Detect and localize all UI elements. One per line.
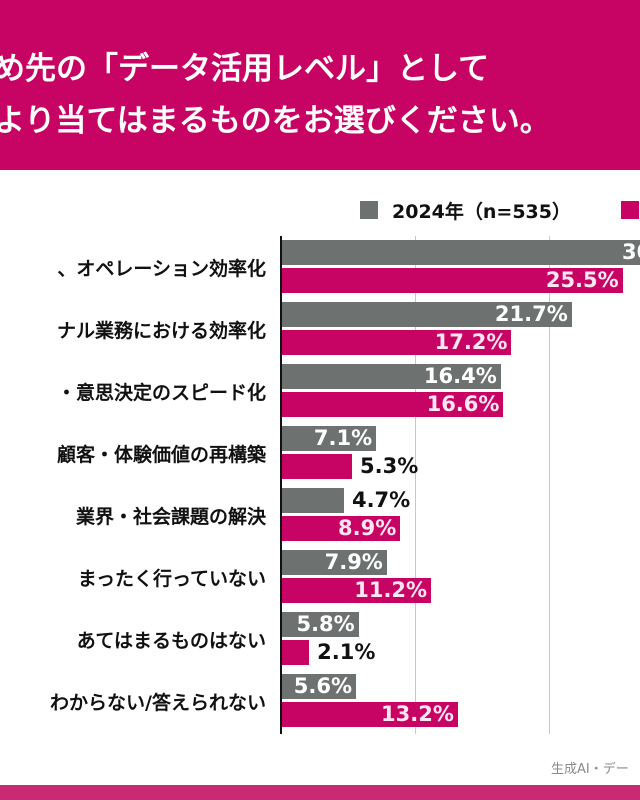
footer-band (0, 785, 640, 800)
data-label: 25.5% (545, 268, 619, 292)
data-label: 30 (622, 240, 640, 264)
data-label: 5.8% (296, 612, 355, 636)
data-label: 5.3% (360, 454, 419, 478)
y-axis-line (280, 236, 282, 734)
bar-s2024 (281, 674, 357, 699)
category-label: まったく行っていない (77, 568, 266, 590)
data-label: 7.9% (324, 550, 383, 574)
data-label: 5.6% (293, 674, 353, 698)
bar-s2025 (281, 578, 432, 603)
chart-legend: 2024年（n=535） (0, 196, 640, 226)
data-label: 4.7% (351, 488, 411, 512)
bar-s2025 (281, 392, 504, 417)
bar-s2024 (281, 550, 387, 575)
bar-s2025 (281, 268, 623, 293)
source-note: 生成AI・デー (551, 762, 629, 777)
category-label: あてはまるものはない (76, 630, 266, 652)
category-label: ・意思決定のスピード化 (56, 382, 266, 404)
gridline-10 (415, 236, 416, 734)
bar-s2024 (281, 612, 359, 637)
gridline-20 (549, 236, 550, 734)
bar-s2025 (281, 640, 310, 665)
data-label: 16.4% (423, 364, 497, 388)
bar-s2025 (281, 702, 458, 727)
question-title-line-1: め先の「データ活用レベル」として (0, 51, 490, 87)
category-label: ナル業務における効率化 (56, 320, 266, 342)
category-label: わからない/答えられない (50, 692, 266, 714)
question-title-line-2: より当てはまるものをお選びください。 (0, 103, 551, 139)
bar-s2024 (281, 364, 501, 389)
legend-swatch-2024 (360, 201, 378, 219)
legend-swatch-other (621, 201, 639, 219)
data-label: 2.1% (317, 640, 376, 664)
bar-s2025 (281, 330, 512, 355)
data-label: 8.9% (338, 516, 397, 540)
bar-s2025 (281, 516, 401, 541)
bar-s2024 (281, 302, 572, 327)
bar-s2024 (281, 240, 640, 265)
category-label: 顧客・体験価値の再構築 (56, 444, 266, 466)
bar-s2025 (281, 454, 353, 479)
data-label: 13.2% (381, 702, 454, 726)
data-label: 21.7% (494, 302, 568, 326)
bar-s2024 (281, 488, 344, 513)
category-label: 業界・社会課題の解決 (75, 506, 266, 528)
bar-s2024 (281, 426, 377, 451)
data-label: 17.2% (434, 330, 508, 354)
data-label: 7.1% (313, 426, 373, 450)
data-label: 11.2% (354, 578, 428, 602)
category-label: 、オペレーション効率化 (57, 258, 266, 280)
data-label: 16.6% (426, 392, 500, 416)
question-header: め先の「データ活用レベル」として より当てはまるものをお選びください。 (0, 0, 640, 170)
legend-label-2024: 2024年（n=535） (392, 201, 571, 223)
